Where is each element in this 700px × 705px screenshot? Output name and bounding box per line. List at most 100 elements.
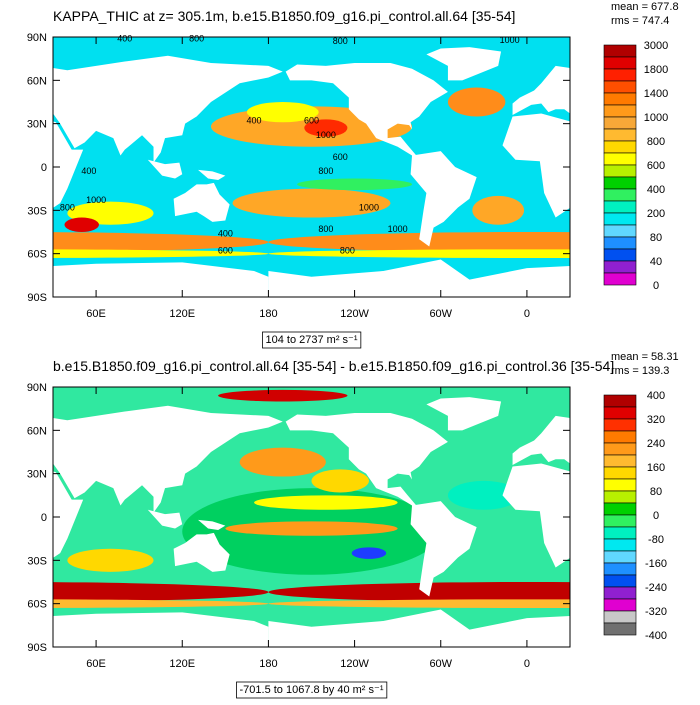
colorbar-label: 160 [647, 462, 665, 474]
colorbar-box [603, 526, 637, 540]
colorbar-box [603, 248, 637, 262]
stat: rms = 139.3 [611, 365, 669, 377]
field [268, 232, 570, 253]
lon-label: 60E [86, 308, 106, 320]
field [53, 249, 269, 258]
colorbar-box [603, 454, 637, 468]
field [218, 389, 348, 402]
land [285, 413, 448, 506]
colorbar-box [603, 224, 637, 238]
contour-label: 800 [333, 36, 348, 46]
field [311, 469, 369, 493]
stat: mean = 677.8 [611, 1, 679, 13]
land [147, 509, 183, 529]
contour-label: 400 [218, 228, 233, 238]
lon-label: 180 [259, 658, 277, 670]
land [268, 259, 570, 297]
field [304, 119, 348, 137]
colorbar-box [603, 104, 637, 118]
field [447, 87, 506, 117]
field [53, 232, 269, 253]
land [198, 519, 226, 530]
lat-label: 0 [41, 162, 47, 174]
field [447, 480, 520, 510]
contour-label: 600 [333, 152, 348, 162]
colorbar-label: -320 [645, 606, 667, 618]
field [64, 217, 99, 232]
land [512, 415, 570, 465]
colorbar-box [603, 200, 637, 214]
lon-label: 120E [169, 308, 195, 320]
field [246, 102, 319, 123]
lon-label: 0 [524, 308, 530, 320]
lon-label: 60W [429, 308, 452, 320]
land [53, 55, 283, 163]
contour-label: 1000 [388, 224, 408, 234]
colorbar-box [603, 442, 637, 456]
field [297, 178, 413, 191]
colorbar-box [603, 514, 637, 528]
colorbar-label: 600 [647, 160, 665, 172]
land [426, 47, 502, 81]
colorbar-box [603, 574, 637, 588]
colorbar-box [603, 490, 637, 504]
field [67, 548, 154, 572]
land [53, 262, 269, 297]
colorbar-box [603, 92, 637, 106]
lat-label: 90S [27, 642, 47, 654]
panel-title: b.e15.B1850.f09_g16.pi_control.all.64 [3… [53, 358, 614, 374]
field [268, 582, 570, 603]
colorbar-label: 3000 [644, 40, 668, 52]
colorbar-box [603, 68, 637, 82]
land [198, 169, 226, 180]
lon-label: 180 [259, 308, 277, 320]
land [512, 65, 570, 115]
colorbar-label: 1000 [644, 112, 668, 124]
contour-label: 1000 [500, 35, 520, 45]
land [53, 121, 84, 208]
colorbar-box [603, 272, 637, 286]
colorbar-label: -400 [645, 630, 667, 642]
colorbar-box [603, 236, 637, 250]
land [410, 501, 477, 597]
colorbar-label: 400 [647, 390, 665, 402]
lat-label: 90S [27, 292, 47, 304]
colorbar-label: 200 [647, 208, 665, 220]
colorbar-box [603, 622, 637, 636]
contour-label: 400 [117, 33, 132, 43]
map [53, 37, 570, 297]
lat-label: 30N [27, 119, 47, 131]
colorbar-box [603, 164, 637, 178]
range-label: -701.5 to 1067.8 by 40 m² s⁻¹ [240, 684, 384, 696]
land [426, 397, 502, 431]
colorbar-box [603, 176, 637, 190]
contour-label: 800 [318, 166, 333, 176]
colorbar-label: 40 [650, 256, 662, 268]
lat-label: 90N [27, 32, 47, 44]
lon-label: 60E [86, 658, 106, 670]
contour-label: 800 [189, 33, 204, 43]
contour-label: 600 [218, 246, 233, 256]
land [268, 609, 570, 647]
land [410, 151, 477, 247]
colorbar-box [603, 478, 637, 492]
colorbar-box [603, 598, 637, 612]
colorbar-box [603, 116, 637, 130]
contour-label: 800 [340, 246, 355, 256]
land [502, 113, 570, 218]
field [351, 547, 387, 559]
colorbar-label: -240 [645, 582, 667, 594]
colorbar-label: -160 [645, 558, 667, 570]
colorbar-box [603, 418, 637, 432]
lat-label: 60S [27, 599, 47, 611]
colorbar-label: 320 [647, 414, 665, 426]
land [53, 471, 84, 558]
colorbar-box [603, 610, 637, 624]
lat-label: 0 [41, 512, 47, 524]
land [53, 405, 283, 513]
contour-label: 1000 [86, 195, 106, 205]
lon-label: 120E [169, 658, 195, 670]
colorbar-label: 800 [647, 136, 665, 148]
lon-label: 120W [340, 308, 369, 320]
